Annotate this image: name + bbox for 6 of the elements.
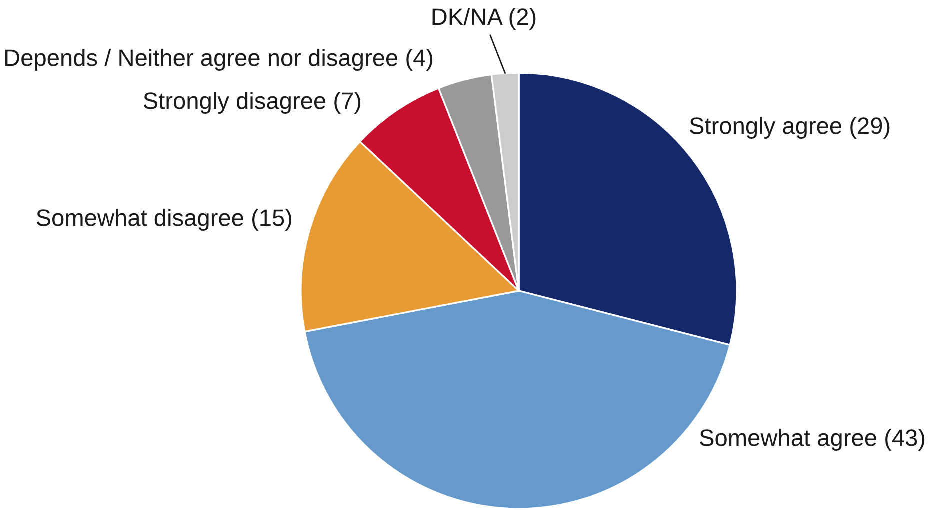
slice-label: Somewhat agree (43) <box>700 428 925 452</box>
slice-label: Strongly agree (29) <box>690 116 890 140</box>
slice-label: Strongly disagree (7) <box>144 92 361 114</box>
slice-label: DK/NA (2) <box>432 8 536 30</box>
slice-label: Somewhat disagree (15) <box>36 208 292 232</box>
slice-label: Depends / Neither agree nor disagree (4) <box>5 48 433 72</box>
